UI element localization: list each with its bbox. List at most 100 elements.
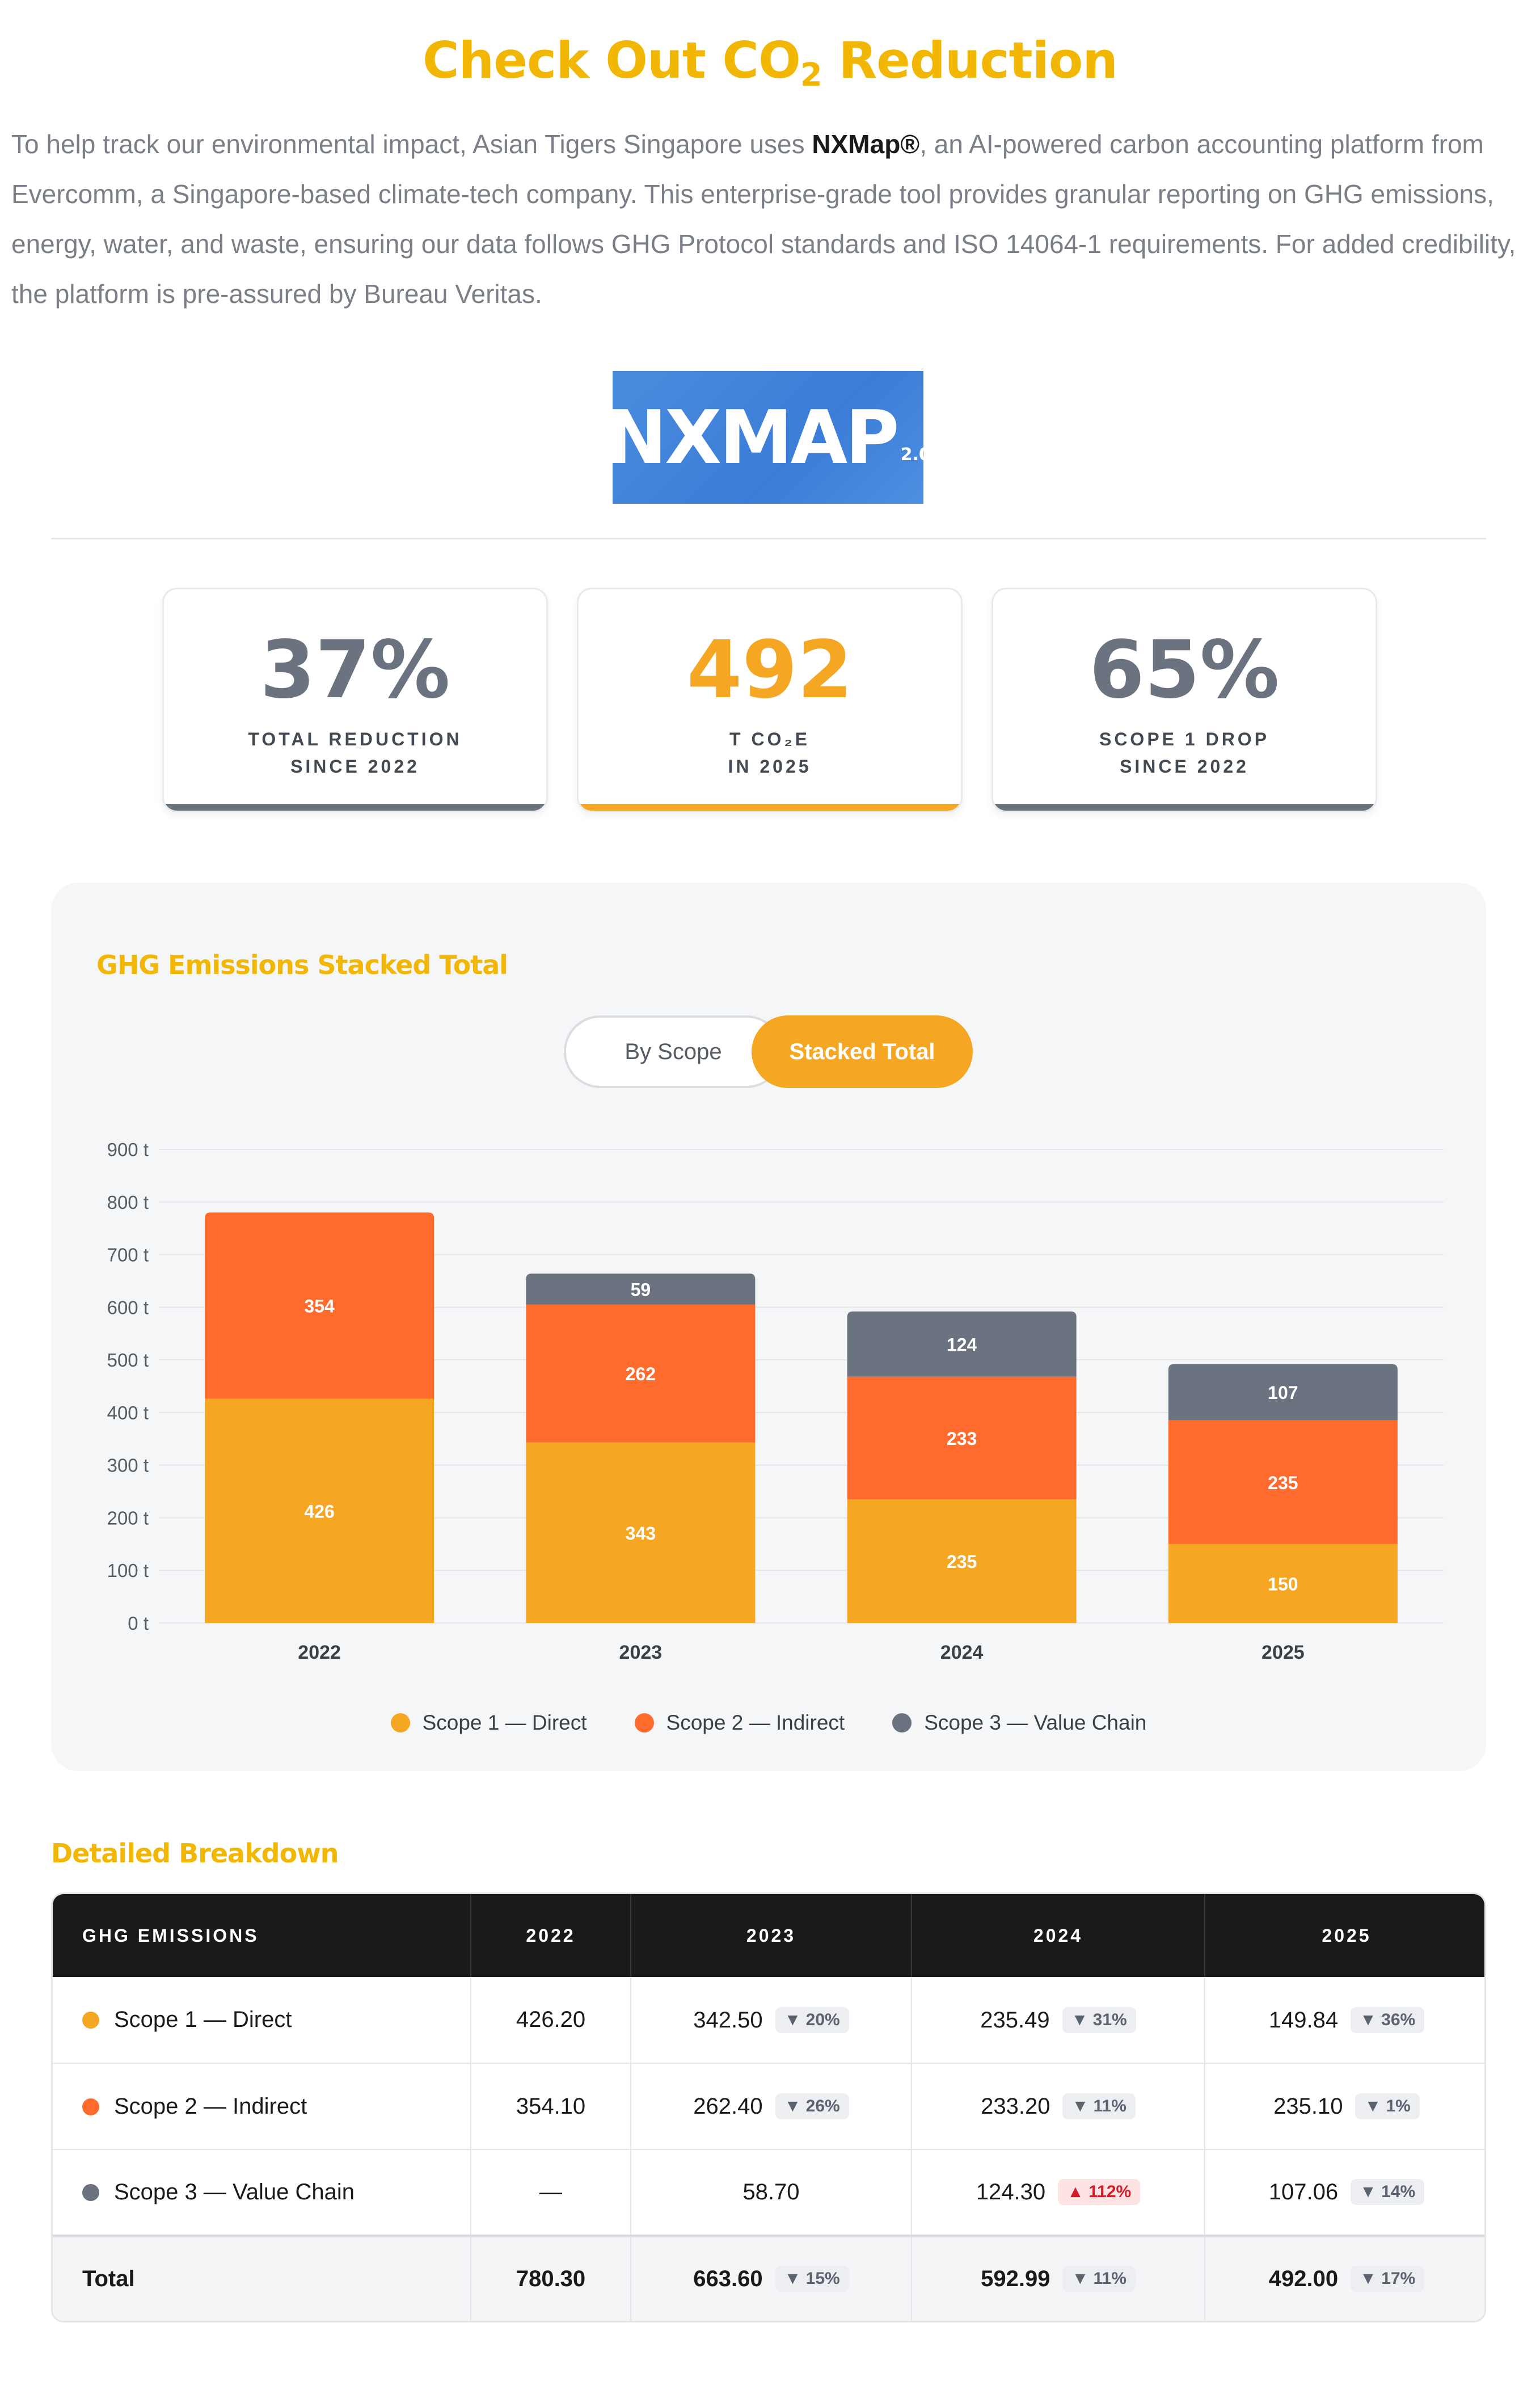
cell-2024: 592.99 ▼ 11%: [912, 2234, 1205, 2321]
x-tick-label: 2025: [1261, 1642, 1305, 1663]
title-prefix: Check Out CO: [423, 31, 801, 90]
intro-text-after: , an AI-powered carbon accounting platfo…: [11, 129, 1516, 309]
cell-value: 780.30: [516, 2266, 586, 2291]
row-label: Scope 3 — Value Chain: [114, 2179, 355, 2204]
stat-accent-bar: [164, 804, 546, 811]
bar-segment: [1168, 1364, 1398, 1420]
legend-label: Scope 1 — Direct: [422, 1711, 587, 1734]
table-row-total: Total 780.30 663.60 ▼ 15% 592.99 ▼ 11% 492…: [53, 2234, 1484, 2321]
cell-2023: 342.50 ▼ 20%: [631, 1977, 912, 2064]
x-tick-label: 2024: [940, 1642, 984, 1663]
delta-badge: ▼ 36%: [1351, 2006, 1425, 2033]
delta-badge: ▼ 11%: [1062, 2266, 1136, 2292]
header-ghg-emissions: GHG EMISSIONS: [53, 1894, 471, 1977]
bar-segment: [526, 1273, 756, 1305]
breakdown-table-container: GHG EMISSIONS 2022 2023 2024 2025 Scope …: [51, 1892, 1486, 2322]
x-tick-label: 2023: [619, 1642, 663, 1663]
legend-item-scope3[interactable]: Scope 3 — Value Chain: [892, 1711, 1146, 1735]
stat-label-line2: SINCE 2022: [1120, 756, 1249, 777]
bar-value-label: 354: [304, 1296, 335, 1317]
cell-value: 124.30: [976, 2180, 1046, 2205]
legend-item-scope1[interactable]: Scope 1 — Direct: [390, 1711, 587, 1735]
legend-item-scope2[interactable]: Scope 2 — Indirect: [634, 1711, 845, 1735]
nxmap-logo: NXMAP 2.0: [605, 371, 931, 504]
stat-accent-bar: [993, 804, 1376, 811]
bar-segment: [847, 1376, 1077, 1499]
by-scope-toggle-button[interactable]: By Scope: [564, 1015, 783, 1088]
stat-card-total-co2e: 492 T CO₂E IN 2025: [577, 588, 963, 812]
logo-text: NXMAP: [605, 394, 899, 480]
intro-text-before: To help track our environmental impact, …: [11, 129, 812, 159]
intro-product-name: NXMap®: [812, 129, 920, 159]
bar-segment: [1168, 1544, 1398, 1623]
stat-accent-bar: [579, 804, 961, 811]
table-header-row: GHG EMISSIONS 2022 2023 2024 2025: [53, 1894, 1484, 1977]
delta-badge: ▼ 15%: [775, 2266, 849, 2292]
table-row-scope2: Scope 2 — Indirect 354.10 262.40 ▼ 26% 23…: [53, 2063, 1484, 2150]
cell-value: 235.49: [980, 2007, 1050, 2033]
delta-badge: ▼ 11%: [1062, 2093, 1136, 2119]
y-tick-label: 700 t: [107, 1245, 149, 1266]
legend-label: Scope 2 — Indirect: [666, 1711, 845, 1734]
header-2022: 2022: [471, 1894, 631, 1977]
cell-2022: —: [471, 2149, 631, 2236]
cell-value: 492.00: [1268, 2266, 1339, 2292]
bar-value-label: 262: [626, 1364, 656, 1384]
y-tick-label: 200 t: [107, 1507, 149, 1528]
y-tick-label: 300 t: [107, 1455, 149, 1476]
bar-segment: [847, 1499, 1077, 1623]
header-2024: 2024: [912, 1894, 1205, 1977]
legend-dot-scope1: [390, 1713, 410, 1732]
row-label-cell: Scope 2 — Indirect: [53, 2063, 471, 2150]
bar-segment: [205, 1398, 434, 1623]
bar-segment: [526, 1304, 756, 1443]
stat-card-scope1-drop: 65% SCOPE 1 DROP SINCE 2022: [991, 588, 1377, 812]
y-tick-label: 900 t: [107, 1139, 149, 1160]
header-2023: 2023: [631, 1894, 912, 1977]
scope1-dot: [82, 2012, 99, 2029]
cell-2025: 149.84 ▼ 36%: [1205, 1977, 1484, 2064]
stat-label: TOTAL REDUCTION SINCE 2022: [164, 726, 546, 780]
stat-label-line1: T CO₂E: [729, 729, 810, 749]
logo-version: 2.0: [900, 444, 931, 465]
cell-value: 426.20: [516, 2007, 586, 2032]
cell-value: 235.10: [1273, 2094, 1343, 2119]
stat-label-line1: SCOPE 1 DROP: [1099, 729, 1270, 749]
bar-value-label: 233: [947, 1428, 977, 1449]
y-tick-label: 500 t: [107, 1350, 149, 1371]
cell-value: 663.60: [693, 2266, 763, 2292]
y-tick-label: 400 t: [107, 1402, 149, 1423]
bar-value-label: 235: [947, 1552, 977, 1572]
row-label: Total: [82, 2266, 135, 2291]
cell-value: 592.99: [981, 2266, 1050, 2292]
stat-value: 492: [686, 624, 853, 716]
row-label-cell: Scope 3 — Value Chain: [53, 2149, 471, 2236]
bar-value-label: 426: [304, 1501, 334, 1521]
section-divider: [51, 538, 1486, 539]
stat-value: 37%: [260, 624, 450, 716]
intro-paragraph: To help track our environmental impact, …: [11, 119, 1531, 319]
bar-value-label: 235: [1268, 1473, 1298, 1493]
y-tick-label: 800 t: [107, 1192, 149, 1213]
bar-value-label: 107: [1268, 1382, 1298, 1403]
table-row-scope1: Scope 1 — Direct 426.20 342.50 ▼ 20% 235.…: [53, 1977, 1484, 2064]
row-label-cell: Scope 1 — Direct: [53, 1977, 471, 2064]
bar-value-label: 343: [626, 1523, 656, 1544]
delta-badge-increase: ▲ 112%: [1058, 2179, 1141, 2206]
breakdown-table: GHG EMISSIONS 2022 2023 2024 2025 Scope …: [53, 1894, 1484, 2321]
stat-label: SCOPE 1 DROP SINCE 2022: [993, 726, 1376, 780]
stat-label-line1: TOTAL REDUCTION: [248, 729, 462, 749]
stat-label-line2: IN 2025: [728, 756, 812, 777]
y-tick-label: 600 t: [107, 1297, 149, 1318]
legend-dot-scope2: [634, 1713, 654, 1732]
bar-segment: [1168, 1420, 1398, 1544]
stat-card-total-reduction: 37% TOTAL REDUCTION SINCE 2022: [162, 588, 548, 812]
cell-value: 233.20: [981, 2094, 1050, 2119]
cell-value: 149.84: [1268, 2007, 1339, 2033]
stacked-total-toggle-button[interactable]: Stacked Total: [752, 1015, 973, 1088]
bar-value-label: 150: [1268, 1574, 1298, 1594]
cell-value: —: [539, 2179, 562, 2204]
cell-value: 107.06: [1268, 2180, 1339, 2205]
delta-badge: ▼ 31%: [1062, 2006, 1136, 2033]
row-label: Scope 2 — Indirect: [114, 2093, 307, 2119]
